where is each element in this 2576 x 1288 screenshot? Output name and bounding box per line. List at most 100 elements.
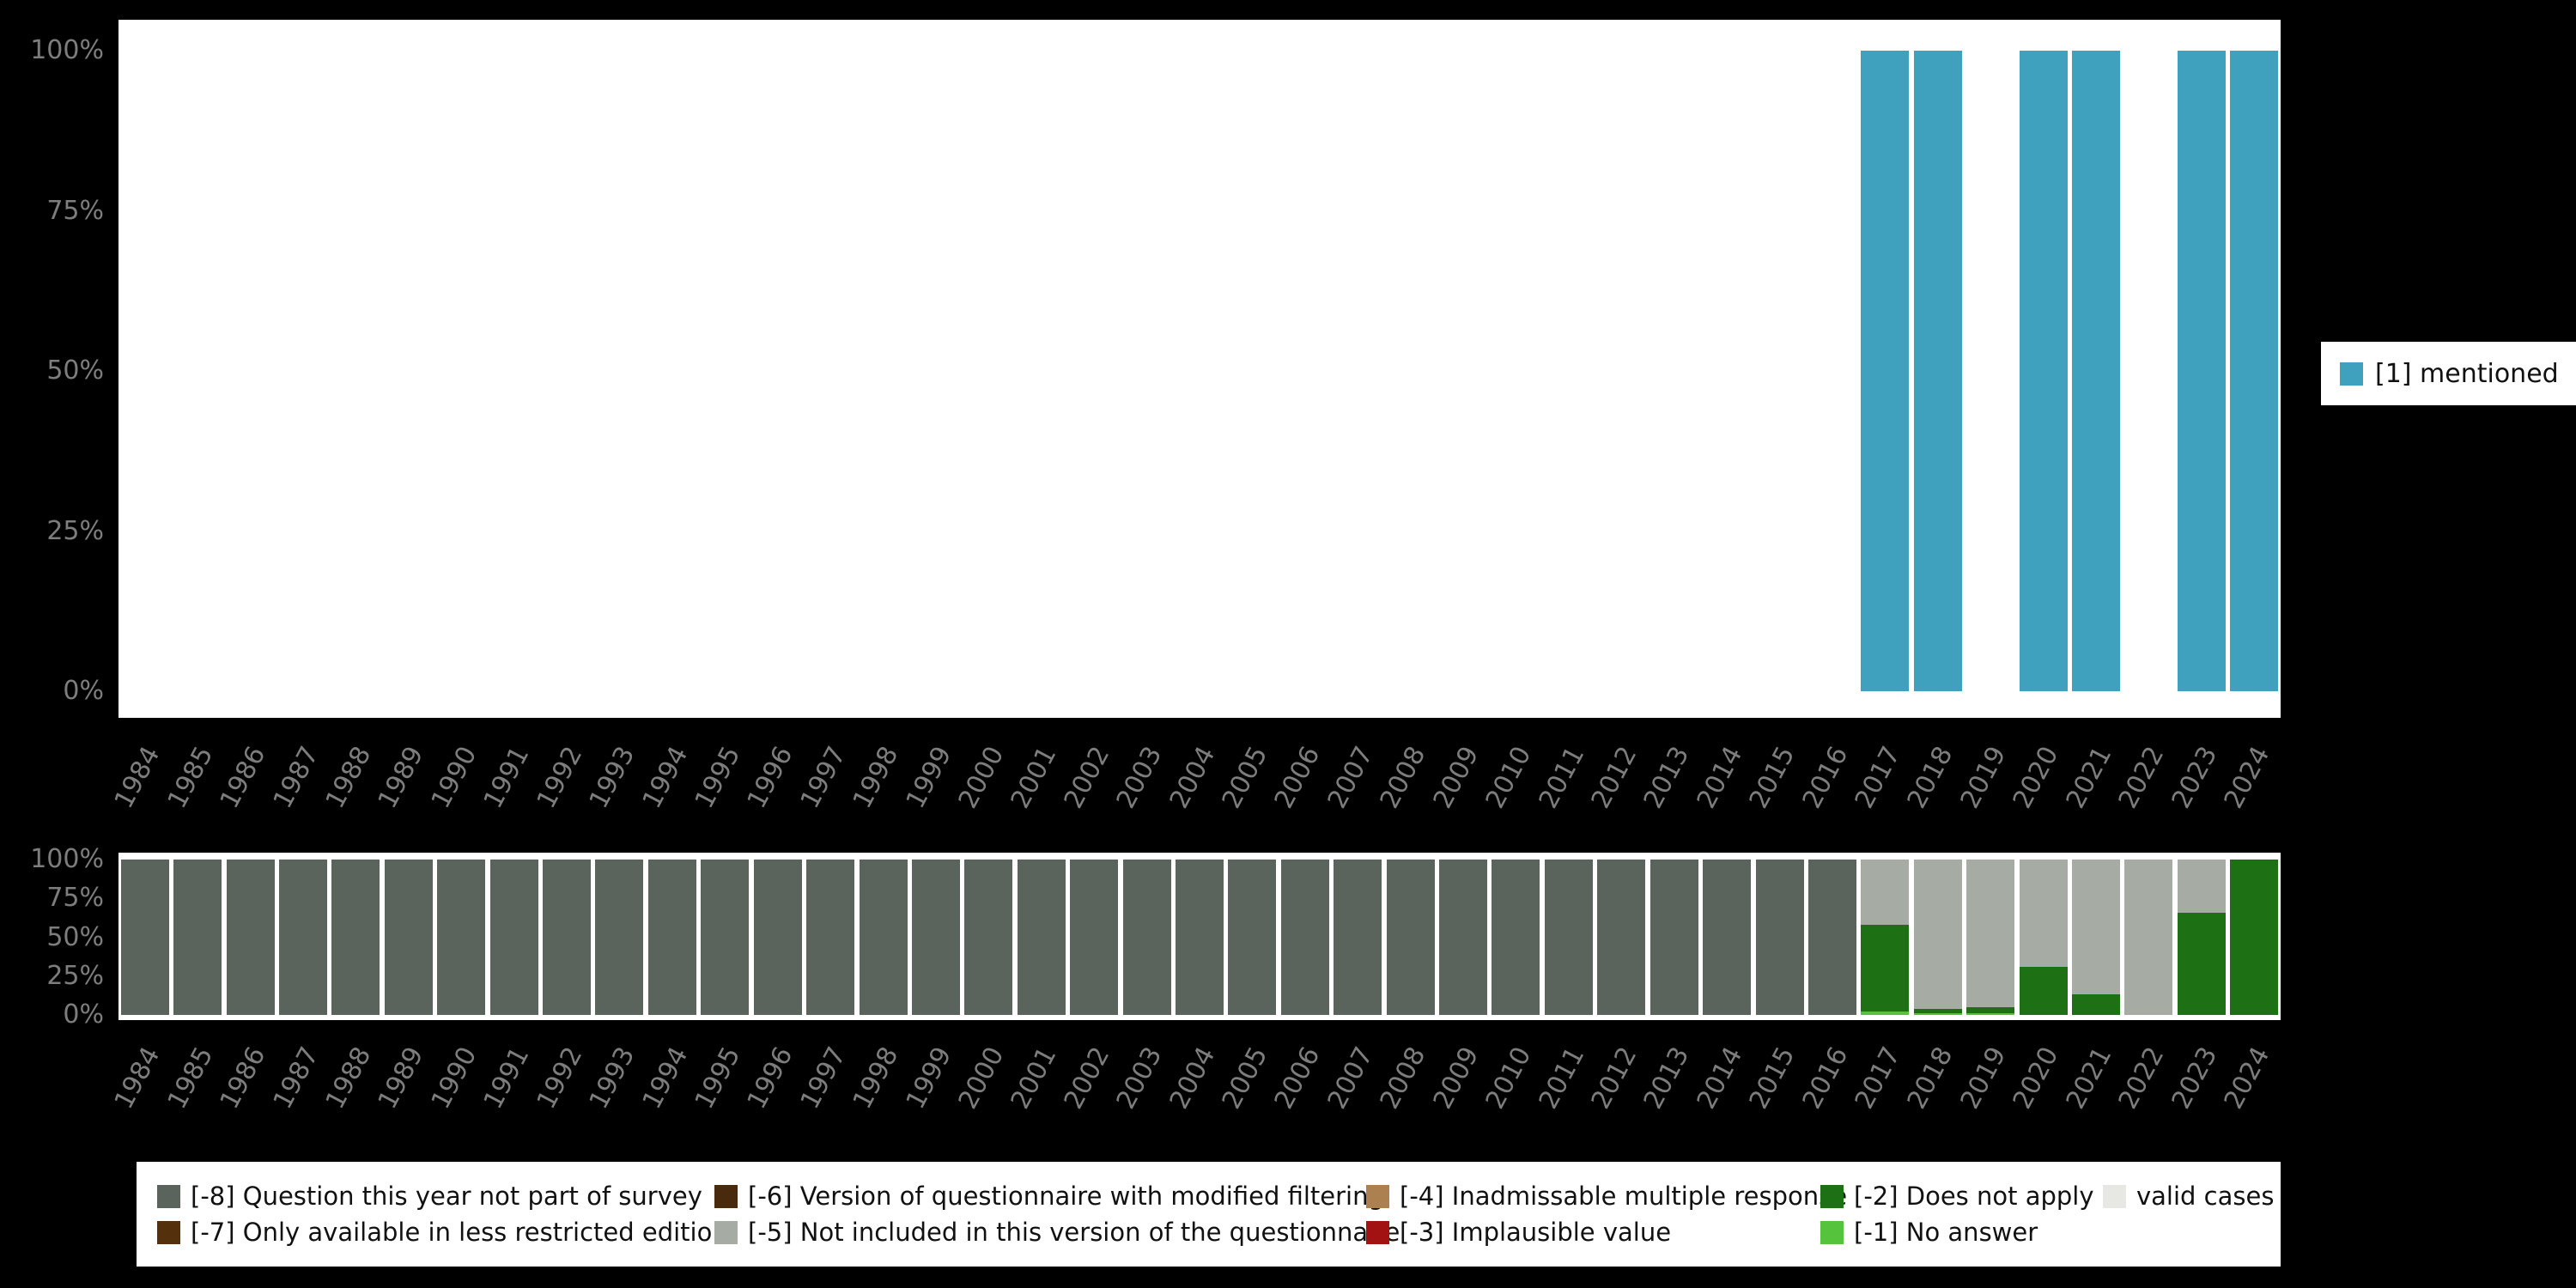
- bar-segment: [1334, 860, 1382, 1015]
- legend-label-mentioned: [1] mentioned: [2375, 358, 2559, 389]
- bar-segment: [1966, 860, 2015, 1007]
- x-tick-label: 2011: [1533, 1042, 1590, 1115]
- x-tick-label: 1991: [477, 1042, 536, 1115]
- x-tick-label: 2003: [1110, 1042, 1169, 1115]
- x-tick-label: 1995: [689, 1042, 747, 1115]
- legend-item-label: [-8] Question this year not part of surv…: [191, 1182, 702, 1211]
- x-tick-label: 1988: [319, 741, 378, 814]
- x-tick-label: 2007: [1321, 1042, 1380, 1115]
- legend-item-label: [-1] No answer: [1854, 1218, 2038, 1247]
- x-tick-label: 1987: [267, 741, 325, 814]
- x-tick-label: 1993: [583, 741, 641, 814]
- bar-segment: [543, 860, 592, 1015]
- bar-segment: [1017, 860, 1066, 1015]
- y-tick-label: 75%: [46, 883, 104, 914]
- x-tick-label: 2004: [1163, 741, 1222, 814]
- y-tick-label: 50%: [46, 921, 104, 952]
- x-tick-label: 2010: [1479, 741, 1538, 814]
- x-tick-label: 2022: [2112, 1042, 2171, 1115]
- x-tick-label: 1999: [900, 1042, 957, 1115]
- top-bars-layer: [118, 20, 2281, 718]
- legend-item: [-2] Does not apply: [1820, 1182, 2099, 1211]
- bar-segment: [1649, 860, 1698, 1015]
- bar-segment: [1861, 860, 1910, 926]
- x-tick-label: 2018: [1902, 1042, 1959, 1115]
- bar-segment: [437, 860, 486, 1015]
- bar-segment: [2019, 966, 2068, 1015]
- x-tick-label: 2013: [1637, 741, 1696, 814]
- x-tick-label: 2005: [1216, 741, 1274, 814]
- bar-segment: [1966, 1006, 2015, 1014]
- bar-segment: [226, 860, 275, 1015]
- legend-item: [-8] Question this year not part of surv…: [157, 1182, 711, 1211]
- bar-segment: [1807, 860, 1856, 1015]
- x-tick-label: 2001: [1005, 741, 1063, 814]
- bar-segment: [173, 860, 222, 1015]
- y-tick-label: 25%: [46, 960, 104, 991]
- legend-item: [-7] Only available in less restricted e…: [157, 1218, 728, 1247]
- x-tick-label: 1987: [267, 1042, 325, 1115]
- bar-segment: [1913, 1008, 1962, 1014]
- x-tick-label: 2006: [1269, 741, 1327, 814]
- bar-segment: [2177, 860, 2226, 913]
- y-tick-label: 50%: [46, 355, 104, 386]
- legend-swatch-icon: [2103, 1184, 2126, 1208]
- x-tick-label: 2024: [2218, 1042, 2276, 1115]
- bar-segment: [859, 860, 908, 1015]
- bar-segment: [1544, 860, 1593, 1015]
- bottom-y-axis: 0% 25% 50% 75% 100%: [0, 845, 109, 1030]
- legend-swatch-icon: [1820, 1220, 1844, 1244]
- bar-segment: [2072, 994, 2121, 1015]
- x-tick-label: 1989: [373, 1042, 430, 1115]
- legend-item-label: valid cases: [2136, 1182, 2275, 1211]
- top-plot-area: [118, 20, 2281, 718]
- legend-swatch-icon: [1366, 1220, 1389, 1244]
- x-tick-label: 2017: [1849, 1042, 1907, 1115]
- legend-swatch-icon: [714, 1220, 738, 1244]
- x-tick-label: 2001: [1005, 1042, 1063, 1115]
- x-tick-label: 1998: [847, 1042, 905, 1115]
- x-tick-label: 2024: [2218, 741, 2276, 814]
- bar-segment: [911, 860, 960, 1015]
- x-tick-label: 2011: [1533, 741, 1590, 814]
- x-tick-label: 2021: [2060, 741, 2118, 814]
- x-tick-label: 2017: [1849, 741, 1907, 814]
- bar-segment: [331, 860, 380, 1015]
- bar-segment: [1913, 1013, 1962, 1015]
- x-tick-label: 1997: [794, 741, 853, 814]
- x-tick-label: 1985: [161, 1042, 220, 1115]
- x-tick-label: 2012: [1585, 1042, 1643, 1115]
- x-tick-label: 1997: [794, 1042, 853, 1115]
- legend-item-label: [-2] Does not apply: [1854, 1182, 2094, 1211]
- x-tick-label: 2012: [1585, 741, 1643, 814]
- x-tick-label: 2000: [952, 741, 1011, 814]
- missing-values-legend: [-8] Question this year not part of surv…: [137, 1162, 2281, 1267]
- x-tick-label: 2009: [1427, 1042, 1485, 1115]
- x-tick-label: 2008: [1374, 741, 1432, 814]
- bar-segment: [1492, 860, 1540, 1015]
- x-tick-label: 2018: [1902, 741, 1959, 814]
- x-tick-label: 2015: [1743, 741, 1801, 814]
- x-tick-label: 1999: [900, 741, 957, 814]
- bar-mentioned: [2230, 51, 2279, 691]
- legend-item: valid cases: [2103, 1182, 2274, 1211]
- x-tick-label: 2008: [1374, 1042, 1432, 1115]
- bar-segment: [806, 860, 855, 1015]
- legend-swatch-icon: [714, 1184, 738, 1208]
- legend-swatch-icon: [157, 1184, 180, 1208]
- bar-segment: [595, 860, 644, 1015]
- y-tick-label: 100%: [30, 844, 104, 874]
- bar-segment: [1176, 860, 1224, 1015]
- legend-item-label: [-3] Implausible value: [1400, 1218, 1672, 1247]
- legend-item-label: [-4] Inadmissable multiple response: [1400, 1182, 1848, 1211]
- bar-segment: [2230, 860, 2279, 1015]
- x-tick-label: 2003: [1110, 741, 1169, 814]
- bar-segment: [278, 860, 327, 1015]
- x-tick-label: 2005: [1216, 1042, 1274, 1115]
- top-y-axis: 0% 25% 50% 75% 100%: [0, 20, 109, 718]
- bar-segment: [1966, 1013, 2015, 1015]
- x-tick-label: 1994: [636, 1042, 694, 1115]
- bar-segment: [120, 860, 169, 1015]
- bottom-bars-layer: [118, 853, 2281, 1020]
- x-tick-label: 2009: [1427, 741, 1485, 814]
